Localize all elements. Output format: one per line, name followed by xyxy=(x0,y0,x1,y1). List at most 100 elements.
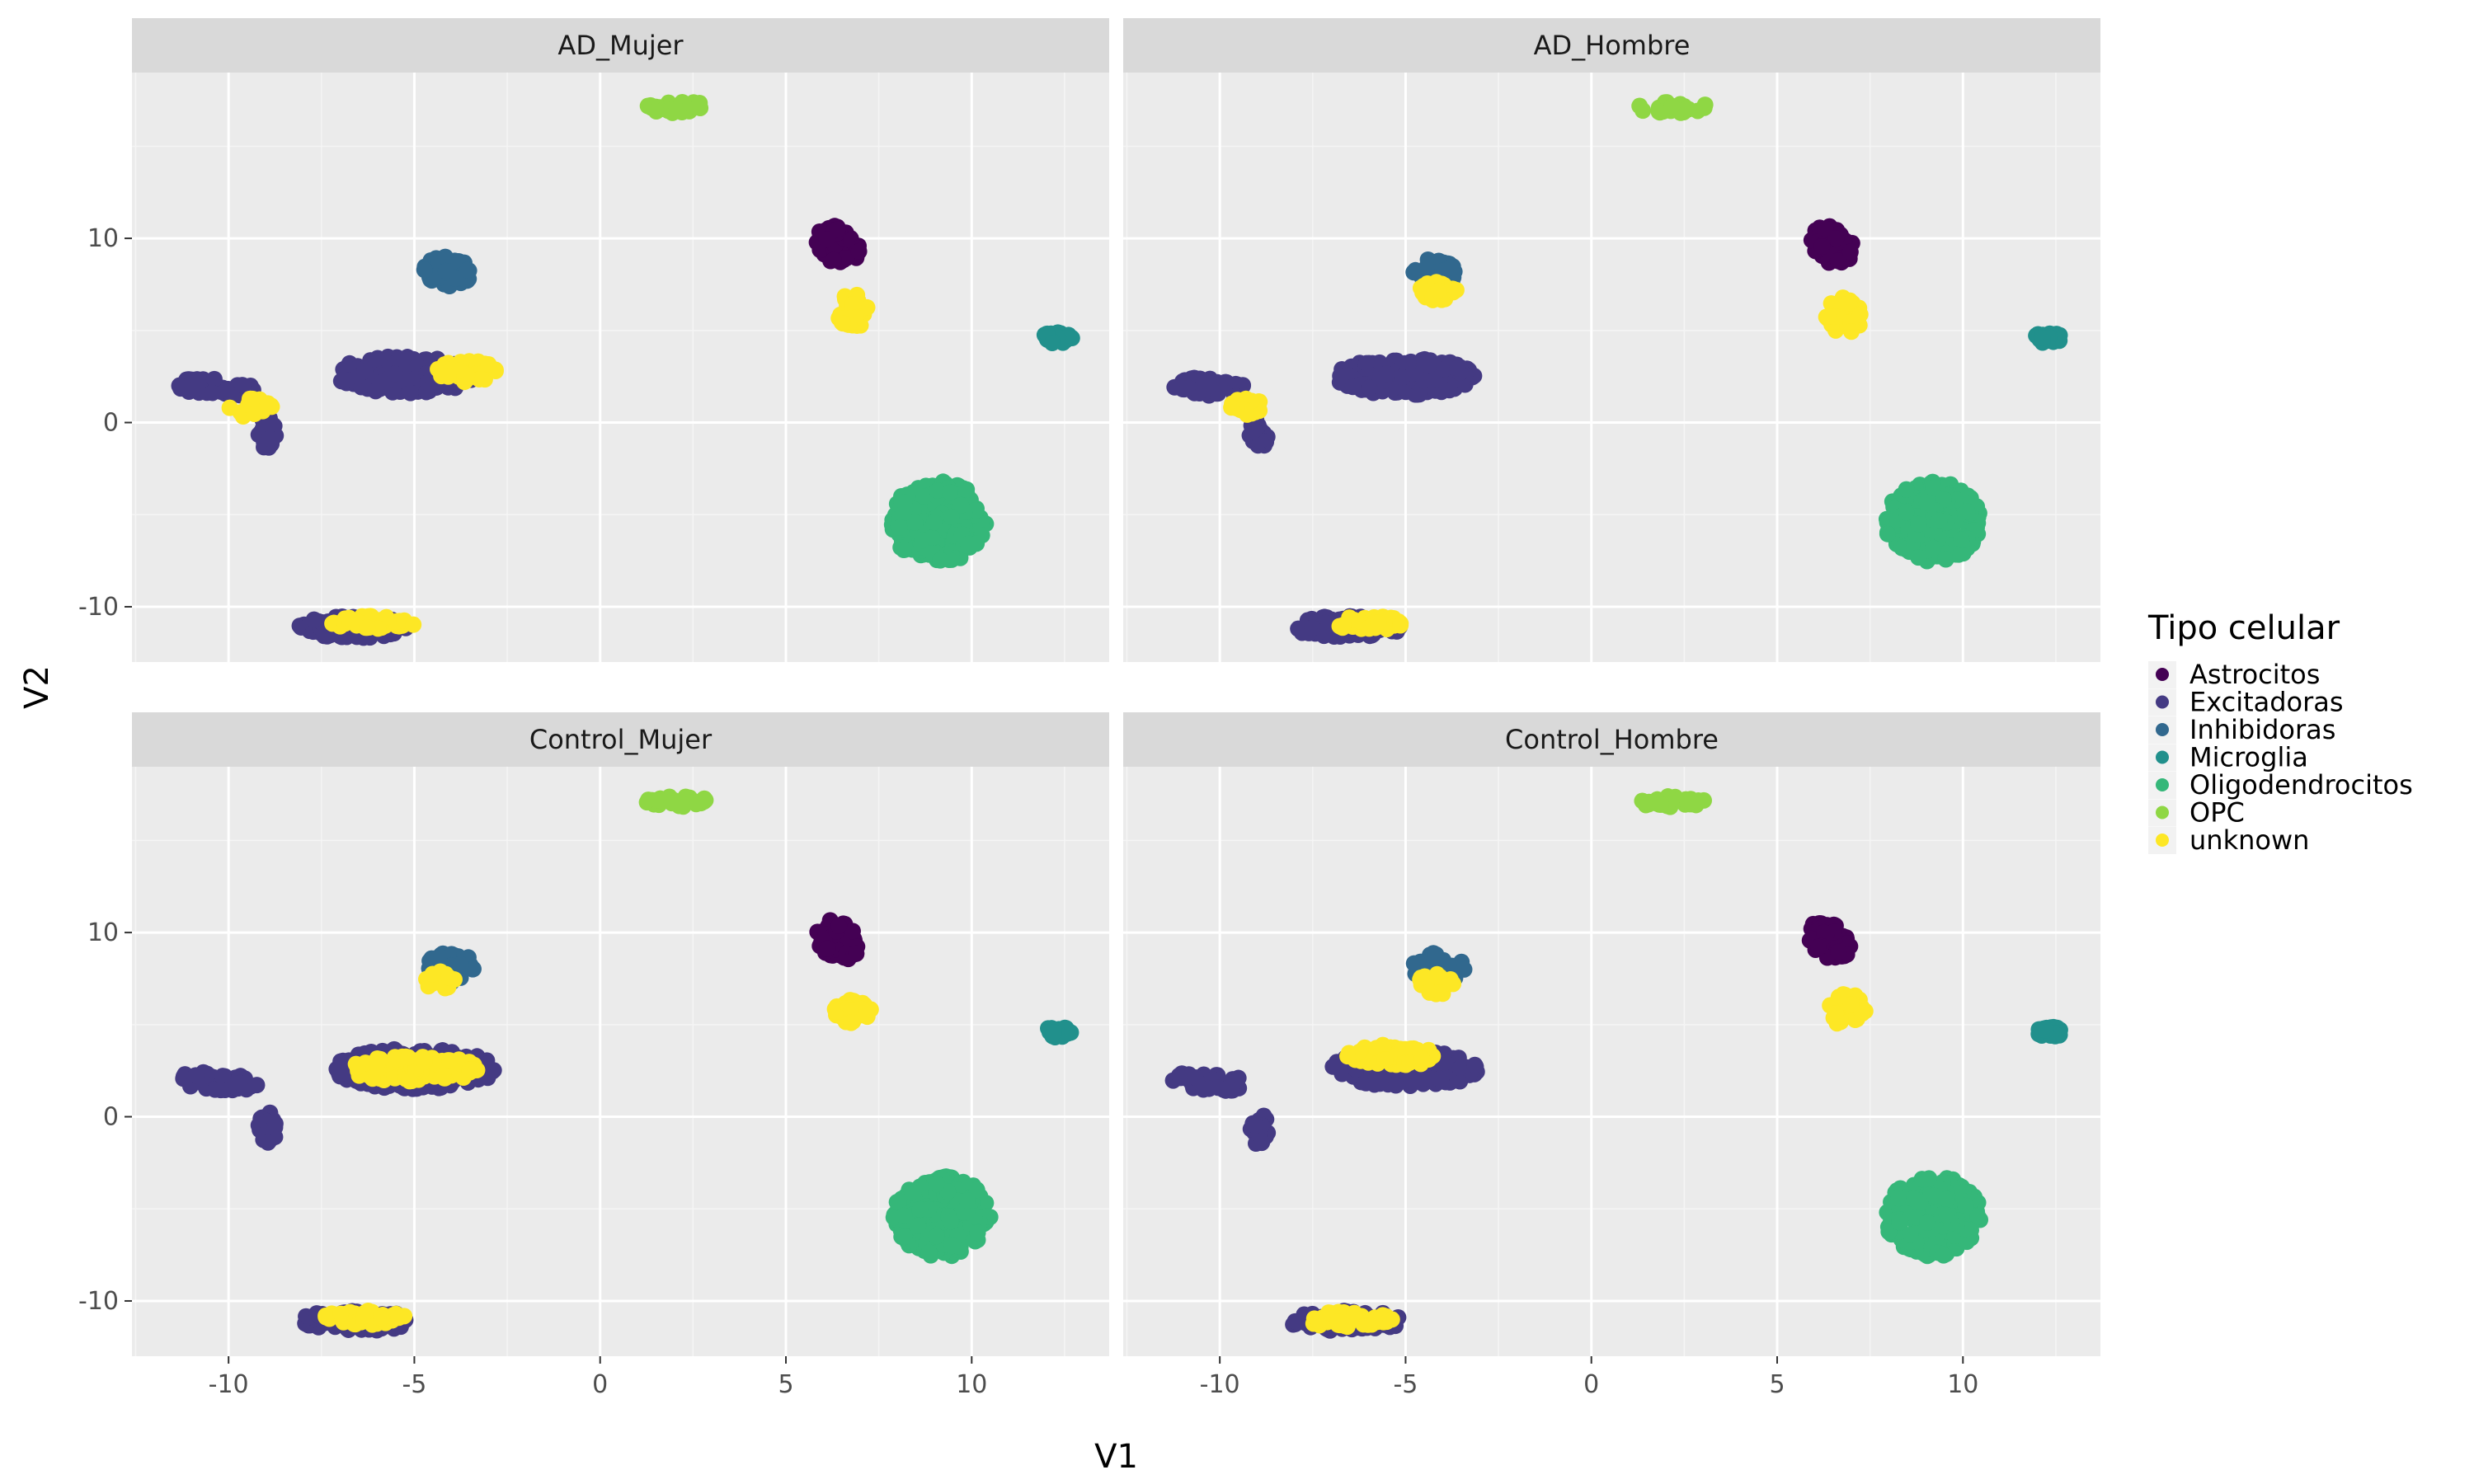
data-point xyxy=(317,1308,335,1326)
data-point xyxy=(205,370,223,387)
legend-entry-astrocitos: Astrocitos xyxy=(2148,659,2320,690)
data-point xyxy=(441,1052,459,1069)
data-point xyxy=(1817,220,1834,237)
data-point xyxy=(1830,943,1847,960)
facet-strip xyxy=(1123,712,2100,767)
x-tick-label: 10 xyxy=(1947,1370,1978,1399)
data-point xyxy=(261,430,278,448)
data-point xyxy=(259,1134,276,1151)
data-point xyxy=(387,365,404,383)
data-point xyxy=(1898,481,1915,498)
cluster-unknown xyxy=(1822,986,1874,1032)
data-point xyxy=(1310,1313,1327,1330)
cluster-unknown xyxy=(1339,1036,1442,1073)
panel-ad-hombre: AD_Hombre xyxy=(1123,18,2100,662)
data-point xyxy=(1344,378,1362,396)
data-point xyxy=(461,1061,478,1078)
legend-title: Tipo celular xyxy=(2147,609,2340,647)
data-point xyxy=(1334,617,1352,634)
data-point xyxy=(1195,1081,1212,1098)
data-point xyxy=(334,1052,351,1069)
data-point xyxy=(1925,479,1942,496)
data-point xyxy=(1246,421,1263,439)
data-point xyxy=(1045,1024,1062,1041)
data-point xyxy=(1432,968,1449,985)
data-point xyxy=(1889,1190,1907,1207)
data-point xyxy=(1366,1076,1383,1093)
cluster-excitadoras xyxy=(1331,350,1483,403)
data-point xyxy=(1959,503,1976,520)
cluster-microglia xyxy=(2030,1018,2068,1045)
data-point xyxy=(1445,975,1462,993)
data-point xyxy=(1829,252,1846,270)
data-point xyxy=(1437,1054,1454,1071)
data-point xyxy=(1466,1056,1484,1073)
data-point xyxy=(1919,1214,1936,1231)
data-point xyxy=(848,945,865,962)
cluster-astrocitos xyxy=(1801,914,1859,966)
panel-background xyxy=(1123,73,2100,662)
legend-key xyxy=(2156,695,2169,709)
data-point xyxy=(1247,1117,1264,1134)
data-point xyxy=(369,350,386,367)
data-point xyxy=(911,1200,929,1218)
data-point xyxy=(436,248,454,265)
data-point xyxy=(844,296,862,313)
legend-entry-inhibidoras: Inhibidoras xyxy=(2148,714,2335,745)
data-point xyxy=(1879,525,1896,542)
data-point xyxy=(819,940,836,957)
data-point xyxy=(359,619,376,636)
data-point xyxy=(932,552,949,569)
cluster-unknown xyxy=(221,390,280,425)
data-point xyxy=(830,917,848,934)
cluster-oligodendrocitos xyxy=(1879,1170,1989,1265)
facet-title: Control_Mujer xyxy=(529,724,713,755)
data-point xyxy=(1416,357,1433,374)
data-point xyxy=(1361,379,1378,397)
data-point xyxy=(405,616,422,633)
data-point xyxy=(838,250,855,267)
facet-strip xyxy=(1123,18,2100,73)
legend-key xyxy=(2156,805,2169,819)
data-point xyxy=(1413,970,1430,987)
data-point xyxy=(1957,1197,1974,1214)
data-point xyxy=(942,1213,959,1230)
facet-title: AD_Mujer xyxy=(557,30,684,61)
data-point xyxy=(1953,531,1970,548)
data-point xyxy=(1813,238,1831,256)
data-point xyxy=(1339,1048,1357,1065)
data-point xyxy=(440,969,458,986)
data-point xyxy=(416,1054,433,1071)
data-point xyxy=(364,1070,381,1087)
data-point xyxy=(1880,1223,1898,1241)
data-point xyxy=(1910,515,1927,533)
data-point xyxy=(1166,378,1183,396)
data-point xyxy=(349,1059,366,1076)
data-point xyxy=(399,1049,416,1066)
cluster-astrocitos xyxy=(808,218,868,270)
x-axis-title: V1 xyxy=(1094,1438,1138,1476)
facet-title: Control_Hombre xyxy=(1505,724,1719,755)
point-layer xyxy=(175,788,1079,1339)
y-tick-label: -10 xyxy=(78,593,119,622)
data-point xyxy=(1902,1226,1919,1243)
data-point xyxy=(204,384,221,402)
data-point xyxy=(1938,1190,1955,1208)
legend-label: Microglia xyxy=(2189,742,2308,773)
panel-control-hombre: Control_Hombre xyxy=(1123,712,2100,1356)
data-point xyxy=(915,488,933,505)
data-point xyxy=(1449,359,1466,377)
data-point xyxy=(1631,97,1649,115)
data-point xyxy=(471,370,488,387)
cluster-microglia xyxy=(1040,1019,1079,1045)
data-point xyxy=(929,482,946,500)
data-point xyxy=(1223,1082,1240,1099)
legend-key xyxy=(2156,834,2169,847)
data-point xyxy=(1827,230,1845,247)
cluster-unknown xyxy=(1412,274,1465,308)
legend-entry-oligodendrocitos: Oligodendrocitos xyxy=(2148,769,2413,801)
data-point xyxy=(1413,1050,1431,1068)
point-layer xyxy=(1166,94,2068,646)
cluster-unknown xyxy=(1331,608,1409,637)
data-point xyxy=(1329,1313,1347,1331)
